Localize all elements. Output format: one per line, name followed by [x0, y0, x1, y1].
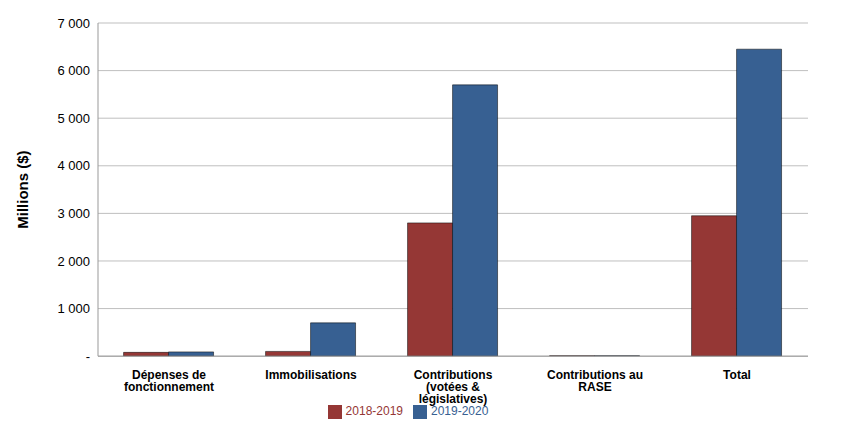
- svg-text:7 000: 7 000: [57, 16, 90, 31]
- svg-text:Total: Total: [723, 368, 751, 382]
- svg-text:4 000: 4 000: [57, 158, 90, 173]
- svg-text:1 000: 1 000: [57, 301, 90, 316]
- svg-text:-: -: [86, 349, 90, 364]
- svg-text:Contributions(votées &législat: Contributions(votées &législatives): [414, 368, 493, 406]
- svg-text:2 000: 2 000: [57, 254, 90, 269]
- html-text:2018-2019: 2018-2019: [345, 404, 403, 419]
- html-text:2019-2020: 2019-2020: [431, 404, 489, 419]
- svg-text:6 000: 6 000: [57, 63, 90, 78]
- svg-text:Millions ($): Millions ($): [14, 150, 31, 228]
- svg-text:Contributions auRASE: Contributions auRASE: [547, 368, 643, 394]
- svg-text:3 000: 3 000: [57, 206, 90, 221]
- svg-text:Immobilisations: Immobilisations: [265, 368, 357, 382]
- svg-text:5 000: 5 000: [57, 111, 90, 126]
- svg-text:Dépenses defonctionnement: Dépenses defonctionnement: [124, 368, 214, 394]
